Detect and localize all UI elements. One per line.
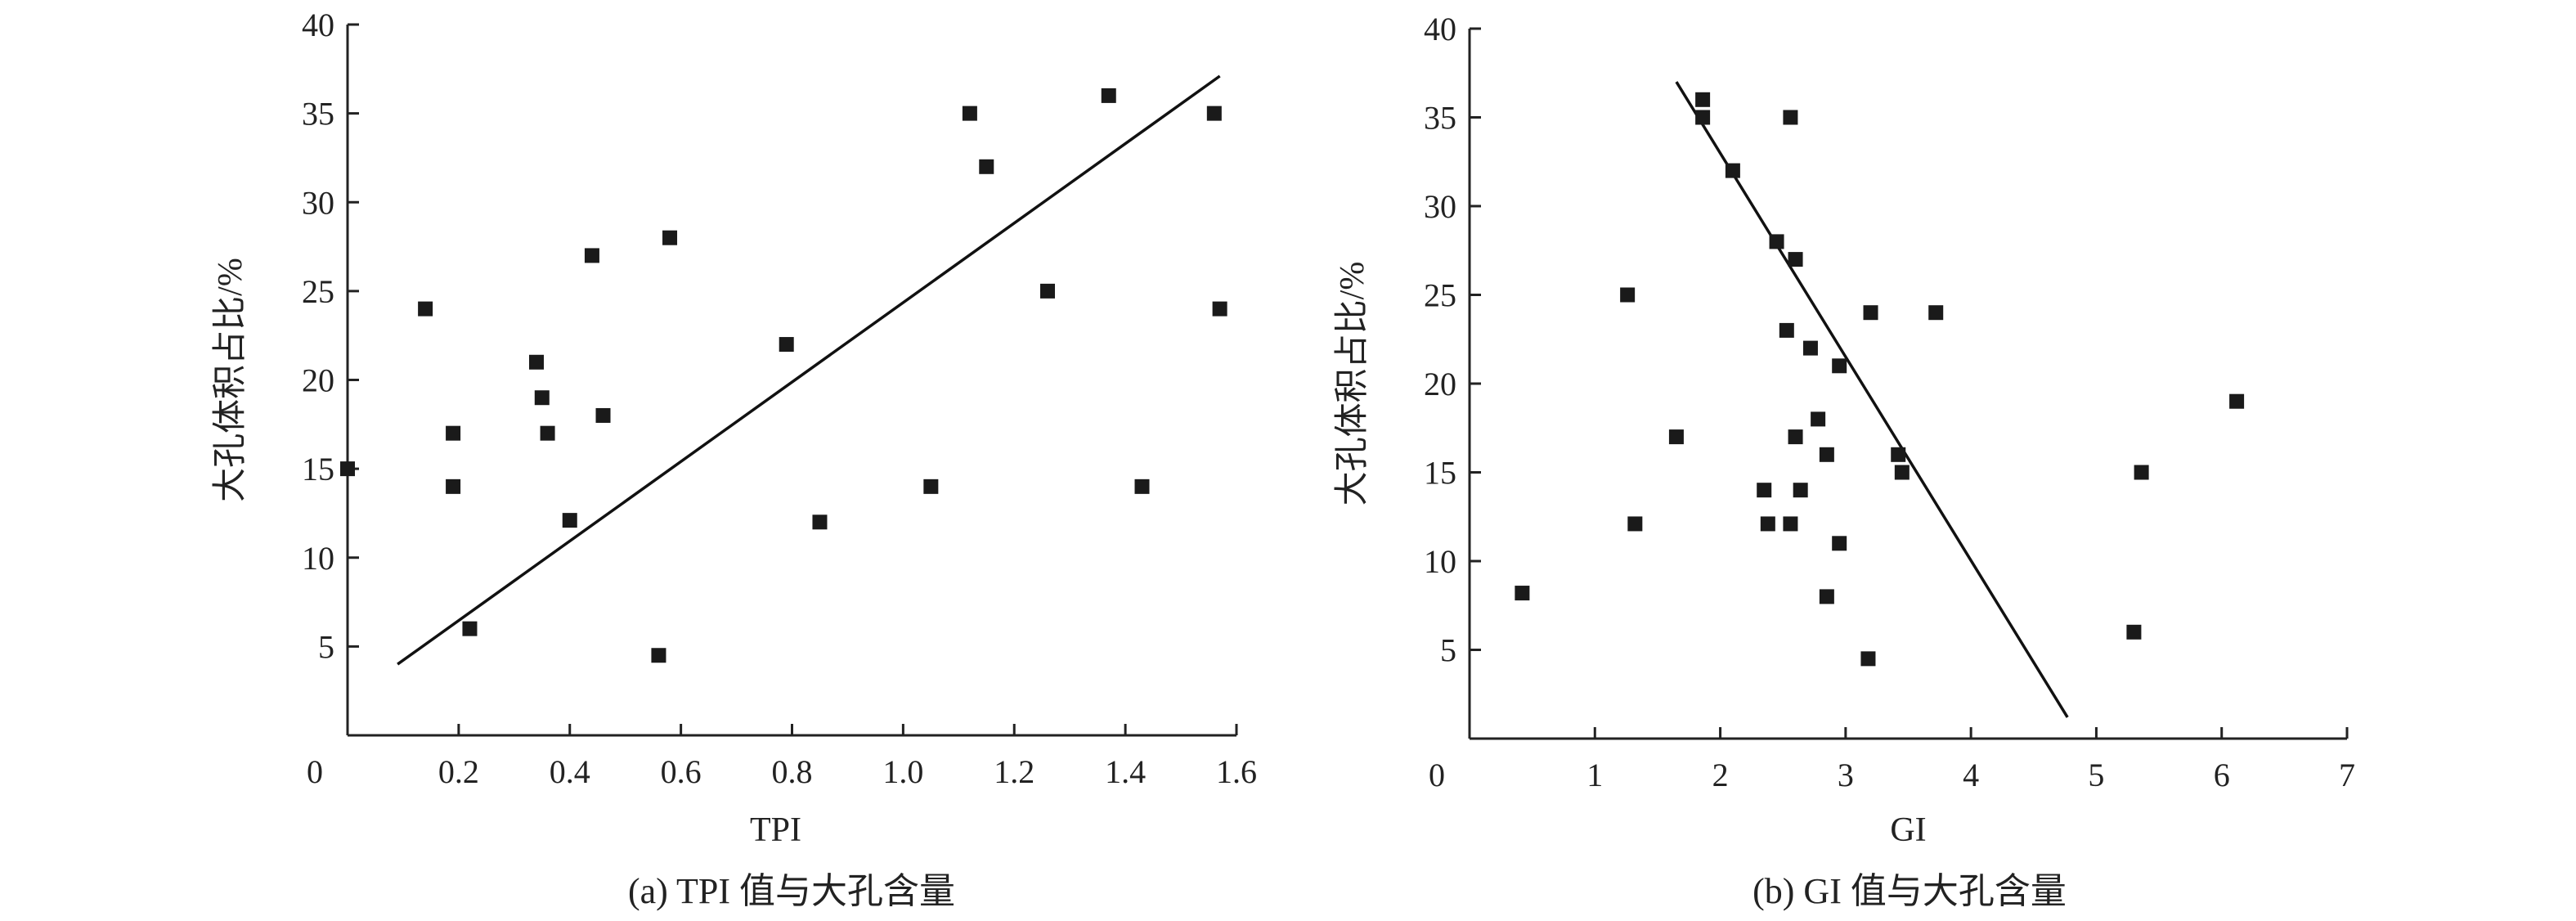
trend-line bbox=[1675, 81, 2069, 718]
y-tick-label: 10 bbox=[1424, 543, 1456, 580]
y-tick-label: 5 bbox=[318, 628, 334, 665]
y-tick-label: 20 bbox=[1424, 366, 1456, 402]
data-point bbox=[1802, 340, 1818, 356]
x-tick-label: 1.4 bbox=[1105, 753, 1146, 790]
data-point bbox=[534, 390, 550, 406]
data-point bbox=[651, 648, 666, 663]
x-tick-label: 4 bbox=[1963, 757, 1979, 793]
x-tick-label: 1.2 bbox=[994, 753, 1034, 790]
data-point bbox=[446, 478, 461, 494]
data-point bbox=[1928, 305, 1944, 321]
y-tick-label: 40 bbox=[302, 7, 334, 43]
data-point bbox=[1811, 411, 1826, 427]
data-point bbox=[1134, 478, 1150, 494]
data-point bbox=[1760, 516, 1775, 532]
data-point bbox=[1819, 589, 1834, 604]
data-point bbox=[584, 248, 599, 263]
data-point bbox=[1725, 163, 1740, 178]
y-tick-label: 10 bbox=[302, 540, 334, 577]
y-tick-label: 35 bbox=[1424, 100, 1456, 137]
data-point bbox=[418, 301, 433, 317]
data-point bbox=[1832, 358, 1847, 374]
data-point bbox=[1769, 234, 1784, 249]
x-tick-label: 1 bbox=[1586, 757, 1603, 793]
data-point bbox=[1819, 447, 1834, 462]
data-point bbox=[923, 478, 939, 494]
panel-caption: (a) TPI 值与大孔含量 bbox=[628, 871, 955, 911]
data-point bbox=[662, 230, 678, 245]
data-point bbox=[1788, 429, 1803, 445]
x-axis-title: GI bbox=[1890, 811, 1926, 849]
data-point bbox=[562, 513, 577, 528]
x-tick-label: 6 bbox=[2214, 757, 2230, 793]
y-tick-label: 15 bbox=[1424, 455, 1456, 492]
data-point bbox=[595, 407, 611, 423]
x-tick-label: 2 bbox=[1712, 757, 1729, 793]
data-point bbox=[1757, 483, 1772, 498]
data-point bbox=[446, 425, 461, 441]
y-tick-label: 25 bbox=[302, 273, 334, 310]
x-tick-label: 0.6 bbox=[661, 753, 702, 790]
x-tick-label: 0.4 bbox=[550, 753, 590, 790]
data-point bbox=[1783, 110, 1798, 125]
y-tick-label: 40 bbox=[1424, 11, 1456, 47]
y-tick-label: 15 bbox=[302, 451, 334, 487]
chart-panel-b: 0 5 10 15 20 25 30 35 40 1 2 3 4 5 6 7 GI 大孔体积占比/% (b) GI … bbox=[1334, 11, 2355, 911]
y-tick-label: 20 bbox=[302, 362, 334, 399]
data-point bbox=[1212, 301, 1227, 317]
data-point bbox=[1695, 92, 1711, 107]
chart-panel-a: 0 5 10 15 20 25 30 35 40 0.2 0.4 0.6 0.8 1.0 1.2 1.4 1.6… bbox=[212, 7, 1257, 911]
data-point bbox=[1206, 106, 1222, 121]
data-point bbox=[1860, 651, 1876, 667]
data-point bbox=[1040, 283, 1056, 299]
data-point bbox=[1783, 516, 1798, 532]
x-axis-title: TPI bbox=[750, 811, 801, 849]
data-point bbox=[812, 514, 828, 530]
x-tick-label: 3 bbox=[1838, 757, 1854, 793]
x-tick-label: 5 bbox=[2088, 757, 2104, 793]
data-point bbox=[1793, 483, 1808, 498]
y-axis-title: 大孔体积占比/% bbox=[212, 258, 249, 502]
data-point bbox=[1832, 536, 1847, 551]
trend-line bbox=[397, 74, 1221, 666]
data-point bbox=[528, 354, 544, 370]
data-point bbox=[1627, 516, 1643, 532]
y-tick-label: 30 bbox=[1424, 188, 1456, 225]
x-tick-label: 0.2 bbox=[438, 753, 479, 790]
x-tick-label: 1.0 bbox=[882, 753, 923, 790]
origin-label: 0 bbox=[307, 753, 323, 790]
data-point bbox=[1894, 465, 1910, 480]
data-point bbox=[1101, 88, 1116, 103]
data-point bbox=[540, 425, 555, 441]
x-tick-label: 0.8 bbox=[772, 753, 813, 790]
data-point bbox=[1779, 322, 1794, 338]
data-point bbox=[1788, 252, 1803, 267]
data-point bbox=[779, 337, 794, 353]
data-point bbox=[2229, 393, 2245, 409]
data-point bbox=[1515, 586, 1530, 601]
data-point bbox=[462, 621, 478, 636]
data-point bbox=[1695, 110, 1711, 125]
y-tick-label: 35 bbox=[302, 96, 334, 133]
data-point bbox=[1620, 287, 1636, 303]
origin-label: 0 bbox=[1429, 757, 1445, 793]
data-point bbox=[2134, 465, 2149, 480]
y-tick-label: 25 bbox=[1424, 277, 1456, 314]
data-point bbox=[340, 461, 355, 477]
x-tick-label: 7 bbox=[2339, 757, 2355, 793]
panel-caption: (b) GI 值与大孔含量 bbox=[1752, 871, 2067, 911]
y-axis-title: 大孔体积占比/% bbox=[1334, 262, 1371, 506]
data-point bbox=[2126, 624, 2142, 640]
data-point bbox=[1668, 429, 1684, 445]
x-tick-label: 1.6 bbox=[1216, 753, 1257, 790]
data-point bbox=[1891, 447, 1906, 462]
y-tick-label: 30 bbox=[302, 184, 334, 221]
y-tick-label: 5 bbox=[1440, 632, 1456, 669]
data-point bbox=[979, 159, 994, 174]
data-point bbox=[1863, 305, 1878, 321]
data-point bbox=[962, 106, 977, 121]
